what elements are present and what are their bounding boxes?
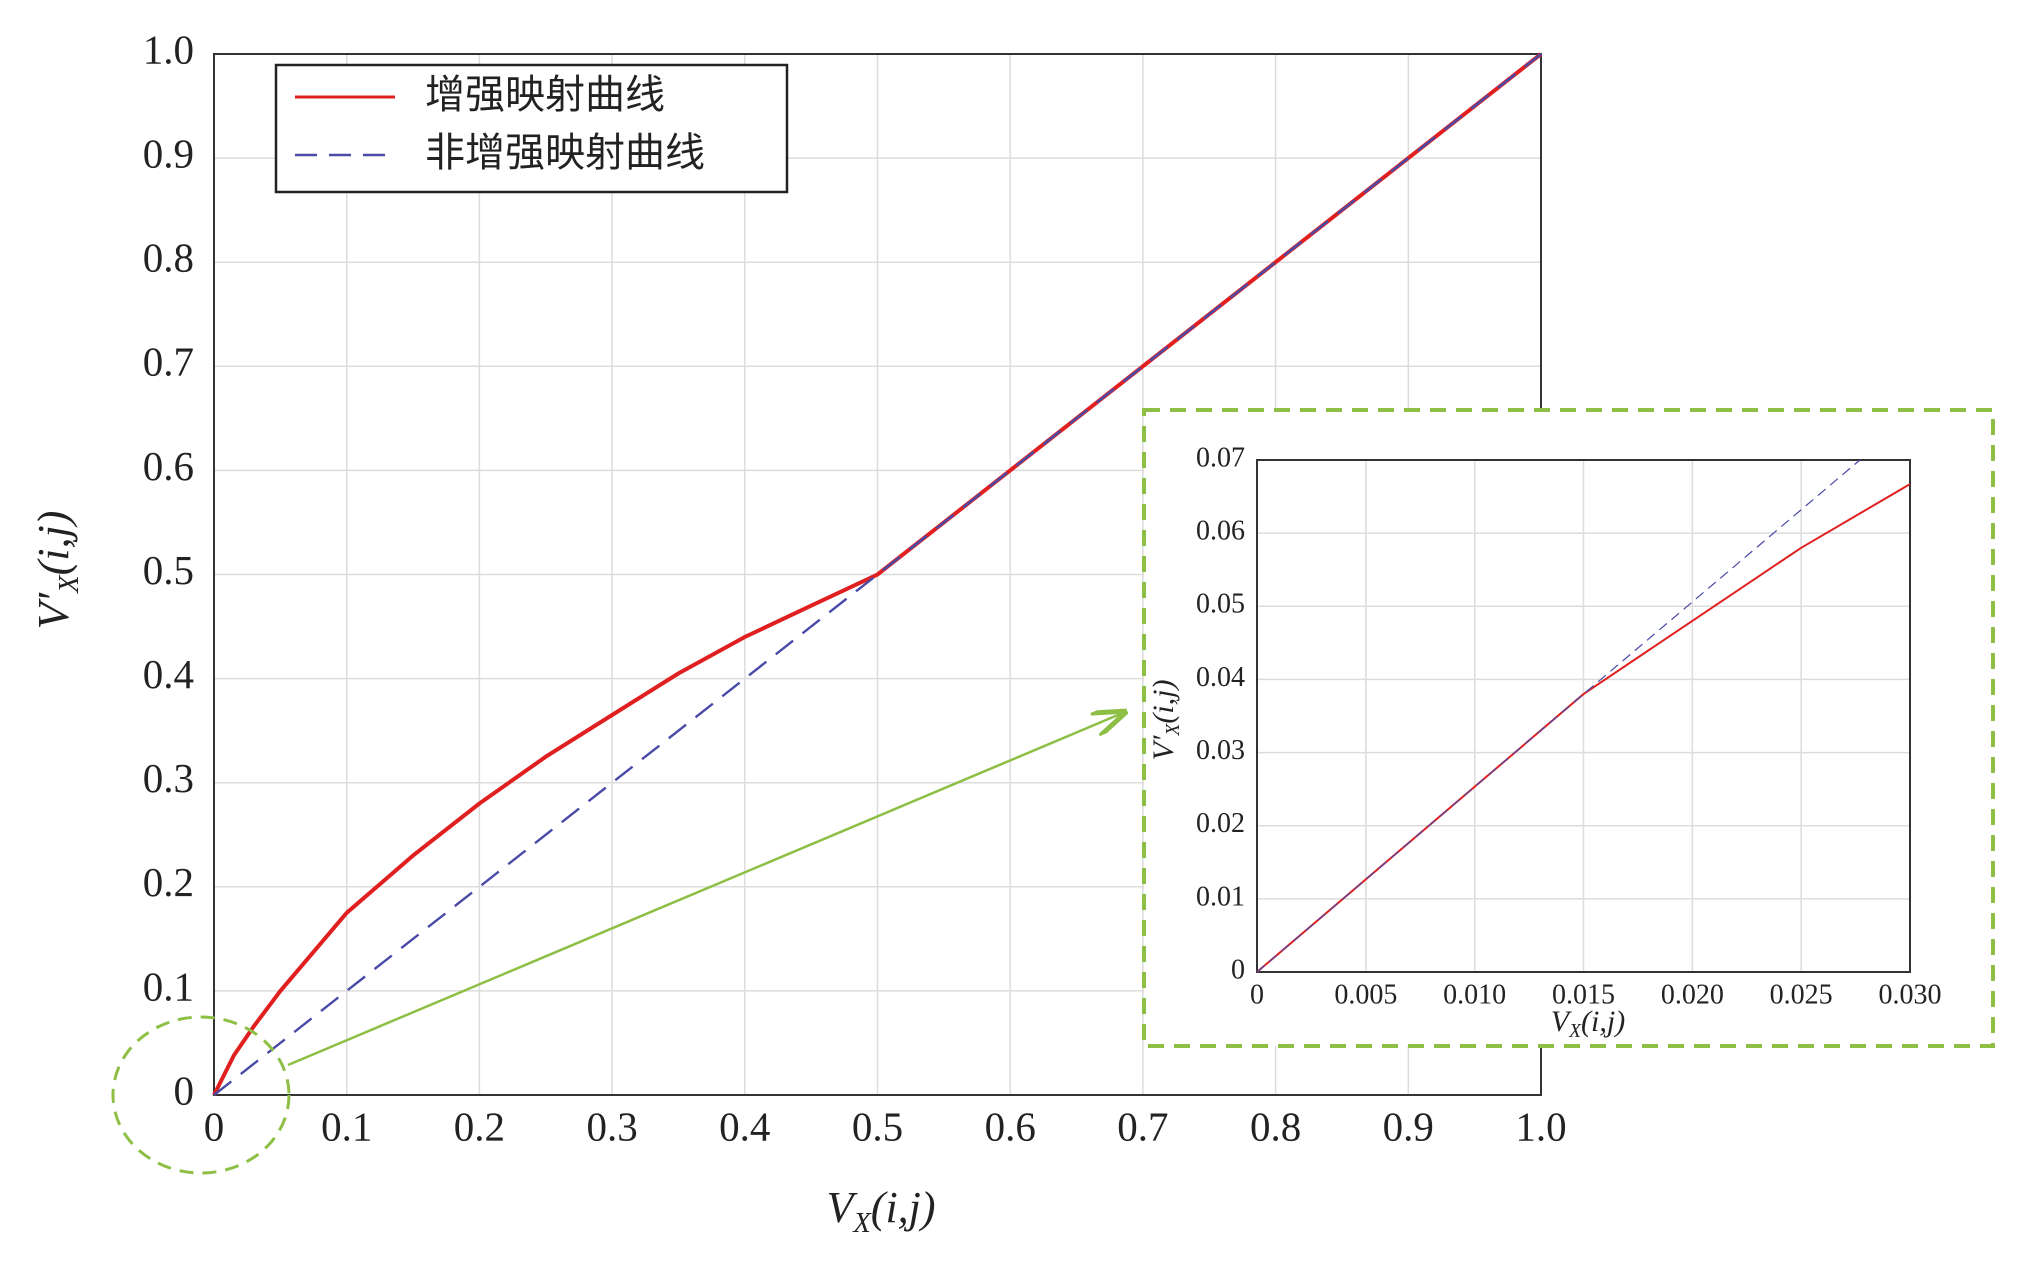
x-tick-label: 0.8 xyxy=(1250,1103,1301,1149)
y-tick-label: 0.5 xyxy=(143,547,194,593)
x-tick-label: 0.030 xyxy=(1879,979,1942,1010)
y-axis-label-part: (i,j) xyxy=(1147,680,1180,724)
y-tick-label: 0.03 xyxy=(1196,735,1245,766)
inset-chart: 0 0.005 0.010 0.015 0.020 0.025 0.030 0 0.01 0.02… xyxy=(1147,442,1942,1042)
y-axis-label-part: V′ xyxy=(1147,735,1180,760)
y-tick-label: 0.05 xyxy=(1196,589,1245,620)
y-tick-label: 0.2 xyxy=(143,859,194,905)
y-axis-label: V′X(i,j) xyxy=(29,511,85,630)
y-tick-label: 0.8 xyxy=(143,235,194,281)
y-axis-label-part: V′ xyxy=(29,591,78,629)
y-tick-label: 0.3 xyxy=(143,755,194,801)
x-tick-label: 0.005 xyxy=(1334,979,1397,1010)
x-tick-label: 0.025 xyxy=(1770,979,1833,1010)
x-tick-label: 0.2 xyxy=(454,1103,505,1149)
x-axis-label-part: X xyxy=(1568,1021,1582,1042)
x-axis-label-part: V xyxy=(826,1183,858,1232)
x-axis-label: VX(i,j) xyxy=(826,1183,935,1239)
x-tick-label: 1.0 xyxy=(1515,1103,1566,1149)
series-line xyxy=(213,53,1542,1096)
x-tick-label: 0.1 xyxy=(321,1103,372,1149)
y-tick-label: 0.01 xyxy=(1196,881,1245,912)
x-tick-label: 0.020 xyxy=(1661,979,1724,1010)
y-axis-label-part: X xyxy=(1163,723,1184,737)
y-tick-label: 0.04 xyxy=(1196,662,1245,693)
y-tick-label: 0.02 xyxy=(1196,808,1245,839)
y-tick-label: 0.7 xyxy=(143,339,194,385)
x-tick-label: 0.5 xyxy=(852,1103,903,1149)
y-tick-label: 0.1 xyxy=(143,963,194,1009)
x-tick-label: 0.010 xyxy=(1443,979,1506,1010)
y-axis-label-part: (i,j) xyxy=(29,511,78,576)
zoom-arrow xyxy=(287,712,1125,1067)
y-tick-label: 1.0 xyxy=(143,26,194,72)
x-tick-label: 0.7 xyxy=(1117,1103,1168,1149)
x-tick-label: 0.015 xyxy=(1552,979,1615,1010)
x-axis-label-part: (i,j) xyxy=(871,1183,936,1232)
series-line xyxy=(1256,483,1911,973)
legend-label: 增强映射曲线 xyxy=(425,72,665,118)
x-axis-label-part: V xyxy=(1551,1005,1573,1038)
x-axis-label-part: (i,j) xyxy=(1581,1005,1625,1038)
y-tick-label: 0 xyxy=(174,1067,195,1113)
y-tick-label: 0.9 xyxy=(143,131,194,177)
x-tick-label: 0.4 xyxy=(719,1103,770,1149)
y-tick-label: 0.6 xyxy=(143,443,194,489)
y-tick-label: 0 xyxy=(1231,954,1245,985)
x-tick-label: 0.6 xyxy=(985,1103,1036,1149)
zoom-circle xyxy=(111,1015,291,1175)
y-axis-label-part: X xyxy=(54,574,85,594)
x-tick-label: 0 xyxy=(1250,979,1264,1010)
x-tick-label: 0 xyxy=(204,1103,225,1149)
y-tick-label: 0.06 xyxy=(1196,516,1245,547)
series-line xyxy=(212,52,1543,1096)
legend-box xyxy=(274,63,789,194)
x-axis-label-part: X xyxy=(852,1208,872,1239)
x-tick-label: 0.3 xyxy=(586,1103,637,1149)
x-axis-label: VX(i,j) xyxy=(1551,1005,1625,1043)
plot-frame xyxy=(1256,459,1911,973)
y-tick-label: 0.07 xyxy=(1196,442,1245,473)
legend-label: 非增强映射曲线 xyxy=(425,130,705,176)
y-tick-label: 0.4 xyxy=(143,651,194,697)
y-axis-label: V′X(i,j) xyxy=(1147,680,1185,761)
x-tick-label: 0.9 xyxy=(1383,1103,1434,1149)
